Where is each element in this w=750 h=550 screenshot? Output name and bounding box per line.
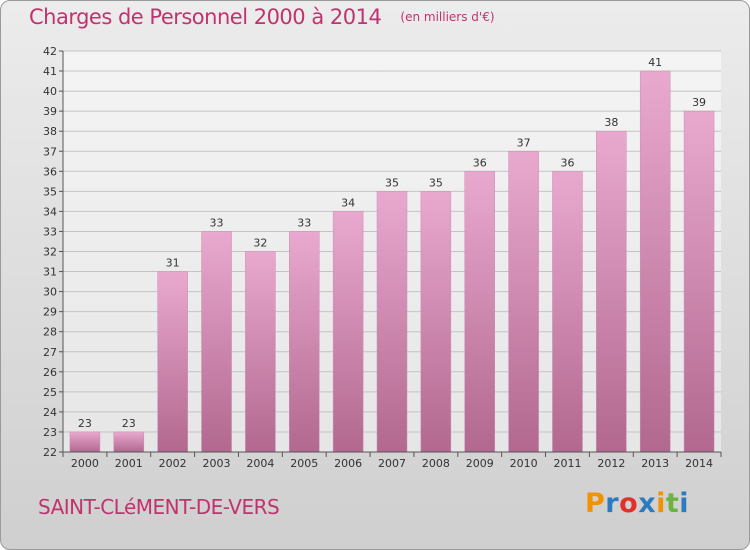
y-tick-label: 28	[43, 326, 57, 339]
y-tick-label: 33	[43, 225, 57, 238]
data-label: 31	[166, 257, 180, 270]
data-label: 35	[429, 176, 443, 189]
logo-letter: r	[605, 488, 620, 519]
y-tick-label: 38	[43, 125, 57, 138]
bar	[683, 110, 715, 453]
x-tick-label: 2006	[334, 457, 362, 470]
x-tick-label: 2007	[378, 457, 406, 470]
chart-subtitle: (en milliers d'€)	[400, 10, 495, 24]
data-label: 38	[604, 116, 618, 129]
data-label: 33	[210, 216, 224, 229]
logo-letter: o	[619, 488, 639, 519]
bar	[420, 191, 452, 453]
chart-title: Charges de Personnel 2000 à 2014	[29, 5, 382, 29]
y-tick-label: 26	[43, 366, 57, 379]
bar	[332, 211, 364, 453]
y-tick-label: 31	[43, 266, 57, 279]
proxiti-logo: Proxiti	[585, 488, 689, 519]
x-tick-label: 2014	[685, 457, 713, 470]
logo-letter: i	[656, 488, 666, 519]
y-tick-label: 37	[43, 145, 57, 158]
logo-letter: t	[665, 488, 680, 519]
x-tick-label: 2001	[115, 457, 143, 470]
data-label: 32	[253, 237, 267, 250]
bar	[596, 130, 627, 453]
x-tick-label: 2005	[290, 457, 318, 470]
bar	[157, 271, 188, 453]
logo-letter: x	[638, 488, 657, 519]
y-tick-label: 32	[43, 246, 57, 259]
x-tick-label: 2000	[71, 457, 99, 470]
commune-name: SAINT-CLéMENT-DE-VERS	[38, 495, 280, 519]
bar	[201, 231, 232, 453]
y-tick-label: 29	[43, 306, 57, 319]
logo-letter: P	[585, 488, 606, 519]
bar	[245, 251, 276, 453]
bar	[376, 191, 408, 453]
y-tick-label: 23	[43, 426, 57, 439]
logo-letter: i	[679, 488, 690, 519]
y-tick-label: 39	[43, 105, 57, 118]
x-tick-label: 2003	[203, 457, 231, 470]
x-tick-label: 2002	[159, 457, 187, 470]
data-label: 33	[297, 216, 311, 229]
x-tick-label: 2004	[246, 457, 274, 470]
y-tick-label: 22	[43, 446, 57, 459]
title-row: Charges de Personnel 2000 à 2014 (en mil…	[29, 5, 495, 29]
y-tick-label: 42	[43, 45, 57, 58]
bar	[508, 151, 539, 453]
x-tick-label: 2009	[466, 457, 494, 470]
x-tick-label: 2008	[422, 457, 450, 470]
x-tick-label: 2012	[597, 457, 625, 470]
y-tick-label: 27	[43, 346, 57, 359]
data-label: 34	[341, 196, 355, 209]
bar	[113, 431, 145, 453]
bar	[69, 431, 101, 453]
x-tick-label: 2013	[641, 457, 669, 470]
y-tick-label: 41	[43, 65, 57, 78]
y-tick-label: 30	[43, 286, 57, 299]
data-label: 37	[517, 136, 531, 149]
y-tick-label: 36	[43, 165, 57, 178]
data-label: 23	[122, 417, 136, 430]
bar	[552, 171, 583, 453]
data-label: 36	[473, 156, 487, 169]
y-tick-label: 24	[43, 406, 57, 419]
data-label: 41	[648, 56, 662, 69]
x-tick-label: 2011	[553, 457, 581, 470]
data-label: 23	[78, 417, 92, 430]
bar	[639, 70, 671, 453]
y-tick-label: 25	[43, 386, 57, 399]
bar	[289, 231, 320, 453]
y-tick-label: 40	[43, 85, 57, 98]
bar	[464, 171, 495, 453]
y-tick-label: 34	[43, 205, 57, 218]
x-tick-label: 2010	[510, 457, 538, 470]
data-label: 39	[692, 96, 706, 109]
data-label: 35	[385, 176, 399, 189]
y-tick-label: 35	[43, 185, 57, 198]
data-label: 36	[560, 156, 574, 169]
